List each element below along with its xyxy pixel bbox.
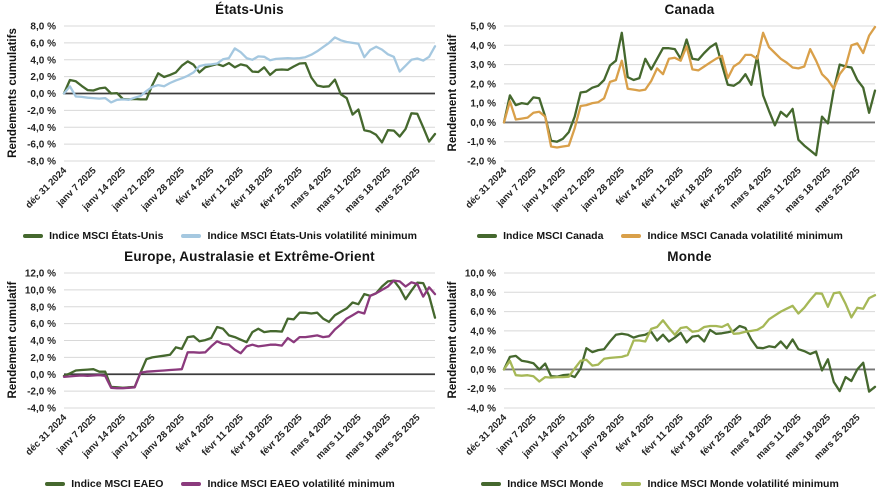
legend-item-0: Indice MSCI Monde xyxy=(481,478,603,490)
y-tick-label: -4,0 % xyxy=(27,404,56,415)
y-tick-label: 0,0 % xyxy=(30,370,56,381)
chart-legend: Indice MSCI États-Unis Indice MSCI États-… xyxy=(0,230,440,242)
y-tick-label: 8,0 % xyxy=(30,22,56,33)
y-tick-label: 12,0 % xyxy=(25,269,56,280)
series-line-1 xyxy=(62,36,437,104)
legend-line-swatch xyxy=(621,482,642,486)
series-line-0 xyxy=(62,60,437,144)
y-tick-label: 2,0 % xyxy=(30,353,56,364)
legend-label: Indice MSCI Monde volatilité minimum xyxy=(647,478,839,490)
y-tick-label: 4,0 % xyxy=(470,326,496,337)
legend-line-swatch xyxy=(45,482,66,486)
series-line-0 xyxy=(502,324,877,393)
legend-label: Indice MSCI Canada volatilité minimum xyxy=(647,230,843,242)
chart-title: Canada xyxy=(664,2,715,17)
y-tick-label: 0,0 % xyxy=(470,365,496,376)
chart-title: Europe, Australasie et Extrême-Orient xyxy=(124,249,375,264)
legend-item-1: Indice MSCI Canada volatilité minimum xyxy=(621,230,843,242)
y-tick-label: 10,0 % xyxy=(465,269,496,280)
y-tick-label: 2,0 % xyxy=(30,72,56,83)
chart-panel-canada: Canada Rendement cumulatif 5,0 % 4,0 % 3,0… xyxy=(440,0,880,247)
y-tick-label: 4,0 % xyxy=(470,41,496,52)
chart-legend: Indice MSCI Canada Indice MSCI Canada vol… xyxy=(440,230,880,242)
y-tick-label: -2,0 % xyxy=(27,387,56,398)
chart-plot-area: 8,0 % 6,0 % 4,0 % 2,0 % 0,0 % -2,0 % -4,0 % -6,… xyxy=(24,22,437,215)
y-tick-label: 8,0 % xyxy=(30,302,56,313)
y-tick-label: 2,0 % xyxy=(470,346,496,357)
legend-label: Indice MSCI États-Unis xyxy=(49,230,164,242)
legend-line-swatch xyxy=(181,234,202,238)
legend-label: Indice MSCI États-Unis volatilité minimu… xyxy=(207,230,417,242)
y-tick-label: -6,0 % xyxy=(27,140,56,151)
y-tick-label: 6,0 % xyxy=(30,319,56,330)
legend-line-swatch xyxy=(481,482,502,486)
legend-item-0: Indice MSCI EAEO xyxy=(45,478,163,490)
y-tick-label: -4,0 % xyxy=(467,404,496,415)
y-tick-label: -2,0 % xyxy=(467,384,496,395)
legend-line-swatch xyxy=(181,482,202,486)
chart-plot-area: 12,0 % 10,0 % 8,0 % 6,0 % 4,0 % 2,0 % 0,0 % -2,… xyxy=(24,269,437,462)
y-tick-label: 3,0 % xyxy=(470,60,496,71)
chart-panel-eaeo: Europe, Australasie et Extrême-Orient Re… xyxy=(0,247,440,495)
legend-label: Indice MSCI EAEO xyxy=(71,478,164,490)
chart-title: États-Unis xyxy=(215,2,284,17)
y-tick-label: 8,0 % xyxy=(470,288,496,299)
legend-item-0: Indice MSCI Canada xyxy=(477,230,603,242)
y-tick-label: 5,0 % xyxy=(470,22,496,33)
series-line-1 xyxy=(502,291,877,383)
legend-item-0: Indice MSCI États-Unis xyxy=(23,230,163,242)
legend-label: Indice MSCI EAEO volatilité minimum xyxy=(207,478,395,490)
chart-plot-area: 5,0 % 4,0 % 3,0 % 2,0 % 1,0 % 0,0 % -1,0 % -2,0… xyxy=(464,22,877,215)
series-line-1 xyxy=(62,279,437,390)
y-tick-label: 10,0 % xyxy=(25,285,56,296)
legend-label: Indice MSCI Monde xyxy=(507,478,604,490)
y-tick-label: 2,0 % xyxy=(470,79,496,90)
y-tick-label: -2,0 % xyxy=(27,106,56,117)
y-tick-label: 4,0 % xyxy=(30,55,56,66)
legend-item-1: Indice MSCI Monde volatilité minimum xyxy=(621,478,839,490)
y-tick-label: -1,0 % xyxy=(467,137,496,148)
y-tick-label: 4,0 % xyxy=(30,336,56,347)
y-tick-label: -2,0 % xyxy=(467,157,496,168)
legend-item-1: Indice MSCI États-Unis volatilité minimu… xyxy=(181,230,417,242)
y-tick-label: -8,0 % xyxy=(27,157,56,168)
y-tick-label: -4,0 % xyxy=(27,123,56,134)
legend-line-swatch xyxy=(621,234,642,238)
legend-label: Indice MSCI Canada xyxy=(503,230,604,242)
y-tick-label: 0,0 % xyxy=(30,89,56,100)
legend-item-1: Indice MSCI EAEO volatilité minimum xyxy=(181,478,395,490)
y-tick-label: 0,0 % xyxy=(470,118,496,129)
y-tick-label: 6,0 % xyxy=(470,307,496,318)
legend-line-swatch xyxy=(477,234,498,238)
chart-title: Monde xyxy=(667,249,712,264)
series-line-0 xyxy=(502,31,877,157)
series-line-0 xyxy=(62,279,437,389)
series-line-1 xyxy=(502,25,877,149)
chart-panel-monde: Monde Rendement cumulatif 10,0 % 8,0 % 6,0… xyxy=(440,247,880,495)
chart-plot-area: 10,0 % 8,0 % 6,0 % 4,0 % 2,0 % 0,0 % -2,0 % -4,… xyxy=(464,269,877,462)
legend-line-swatch xyxy=(23,234,44,238)
y-tick-label: 1,0 % xyxy=(470,99,496,110)
y-tick-label: 6,0 % xyxy=(30,38,56,49)
chart-legend: Indice MSCI Monde Indice MSCI Monde volat… xyxy=(440,478,880,490)
chart-legend: Indice MSCI EAEO Indice MSCI EAEO volatil… xyxy=(0,478,440,490)
chart-panel-etats-unis: États-Unis Rendements cumulatifs 8,0 % 6,… xyxy=(0,0,440,247)
